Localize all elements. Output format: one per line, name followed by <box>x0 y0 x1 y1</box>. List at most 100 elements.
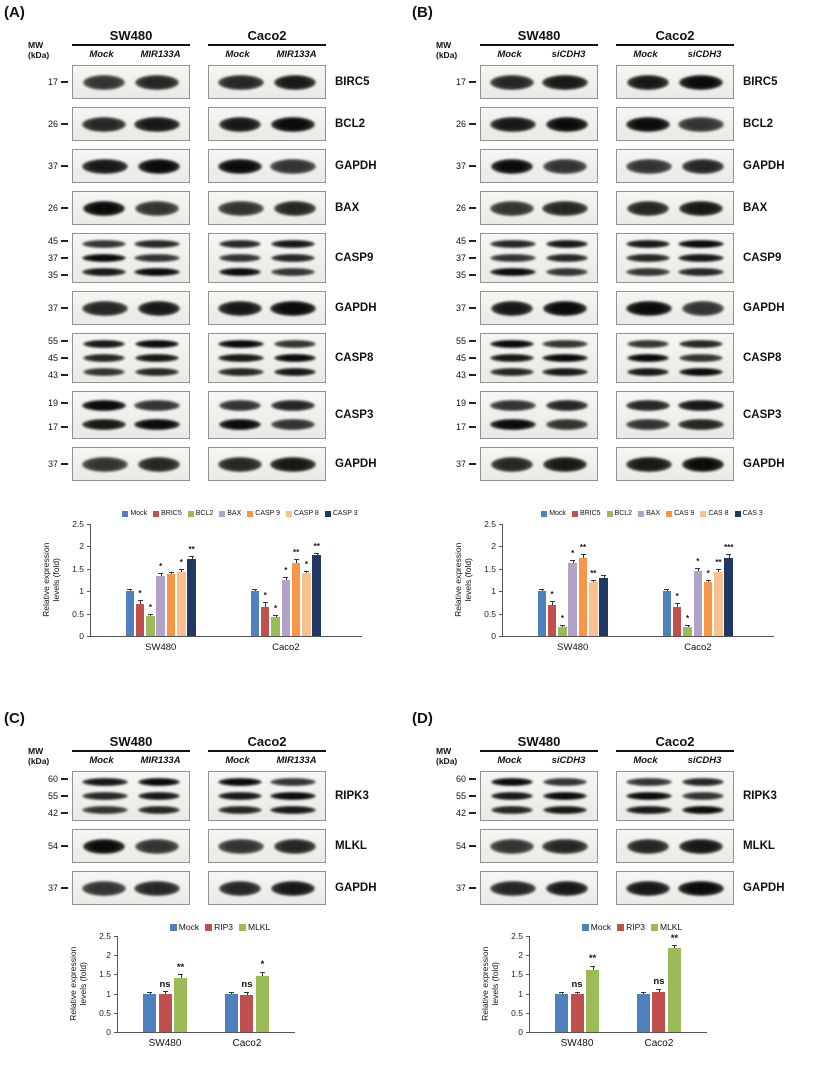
protein-band <box>543 456 587 472</box>
protein-band <box>271 240 315 248</box>
cell-line-column: Caco2 Mock MIR133A <box>208 734 326 766</box>
protein-band <box>678 240 725 248</box>
y-axis <box>117 936 118 1032</box>
blot-row: 26 BAX <box>14 191 377 225</box>
error-bar-cap <box>570 559 576 561</box>
legend-label: MLKL <box>660 922 683 932</box>
bar-bcl2-caco2 <box>683 627 692 636</box>
protein-band <box>679 200 723 216</box>
bar-casp8-sw480 <box>177 571 186 636</box>
mw-value: 45 <box>47 352 58 363</box>
group-label: SW480 <box>557 642 589 653</box>
column-gap <box>598 291 616 325</box>
legend-label: CASP 3 <box>332 510 358 517</box>
blot-row: 37 GAPDH <box>14 871 377 905</box>
bar-mlkl-sw480 <box>174 978 188 1032</box>
legend-swatch <box>571 510 578 517</box>
cell-line-header: SW480 <box>72 734 190 752</box>
protein-band <box>219 419 261 430</box>
y-tick-label: 2 <box>106 950 111 961</box>
condition-row: Mock siCDH3 <box>480 755 598 766</box>
mw-value: 37 <box>47 883 58 893</box>
protein-band <box>543 300 587 316</box>
protein-band <box>545 240 588 248</box>
error-bar <box>285 577 287 580</box>
protein-band <box>542 368 589 376</box>
legend-label: Mock <box>590 922 612 932</box>
mw-value: 19 <box>47 398 58 408</box>
legend-item: CASP 3 <box>324 510 358 517</box>
protein-band <box>218 340 265 348</box>
y-axis-title: Relative expression levels (fold) <box>41 542 61 617</box>
y-tick-label: 2 <box>79 541 84 552</box>
target-label: BAX <box>335 202 360 214</box>
band-row <box>481 116 597 132</box>
protein-band <box>489 354 534 362</box>
error-bar <box>697 568 699 572</box>
target-label: CASP8 <box>335 352 374 364</box>
y-tick <box>87 636 90 637</box>
legend-item: Mock <box>122 510 147 517</box>
mw-value: 55 <box>47 336 58 347</box>
cell-line-column: SW480 Mock siCDH3 <box>480 734 598 766</box>
condition-label: Mock <box>225 49 250 60</box>
mw-tick <box>61 373 68 376</box>
mw-label: 45 <box>48 353 68 363</box>
target-label: GAPDH <box>335 882 377 894</box>
chart-legend: Mock RIP3 MLKL <box>109 922 331 932</box>
blot-box-casp8-sw480 <box>72 333 190 383</box>
band-row <box>481 300 597 316</box>
error-bar <box>687 624 689 628</box>
mw-value: 17 <box>455 422 466 432</box>
error-bar-cap <box>137 600 143 602</box>
band-row <box>73 240 189 248</box>
protein-band <box>491 300 533 316</box>
protein-band <box>273 838 316 854</box>
y-axis-title: Relative expression levels (fold) <box>480 946 500 1021</box>
band-row <box>209 268 325 276</box>
band-row <box>73 368 189 376</box>
significance-marker: * <box>696 557 700 567</box>
error-bar <box>708 579 710 583</box>
band-row <box>481 254 597 262</box>
panel-B: (B) MW (kDa) SW480 Mock siCDH3 Caco2 Mock siCD… <box>412 4 812 706</box>
significance-marker: * <box>263 591 267 601</box>
y-tick <box>499 568 502 570</box>
mw-tick <box>61 845 68 847</box>
protein-band <box>83 74 125 90</box>
legend-item: RIP3 <box>617 922 645 932</box>
band-row <box>617 158 733 174</box>
protein-band <box>489 74 534 90</box>
mw-value: 60 <box>455 774 466 785</box>
y-tick-label: 0 <box>106 1027 111 1037</box>
y-tick <box>526 993 529 995</box>
protein-band <box>270 792 317 800</box>
group-label: SW480 <box>145 642 177 653</box>
legend-swatch <box>187 510 194 517</box>
condition-label: Mock <box>225 755 250 766</box>
y-tick <box>499 524 502 525</box>
protein-band <box>134 268 181 276</box>
mw-label: 55 <box>456 336 476 346</box>
bar-mock-sw480 <box>125 591 135 636</box>
mw-label: 17 <box>456 422 476 432</box>
column-gap <box>190 191 208 225</box>
y-axis <box>90 524 91 636</box>
error-bar-cap <box>705 579 711 581</box>
error-bar <box>296 559 298 563</box>
blot-header-row: MW (kDa) SW480 Mock MIR133A Caco2 Mock MIR133A <box>14 28 377 60</box>
error-bar-cap <box>656 988 662 990</box>
mw-tick <box>61 887 68 889</box>
protein-band <box>219 268 261 276</box>
blot-row: 19 17 CASP3 <box>422 391 785 439</box>
column-gap <box>598 871 616 905</box>
panel-label-C: (C) <box>4 710 25 727</box>
expression-chart-B: Mock BRIC5 BCL2 BAX CAS 9 CAS 8 CAS 3 0 0.5 1 1.5 2… <box>450 510 802 682</box>
mw-unit-label: MW (kDa) <box>436 745 458 766</box>
target-label: MLKL <box>335 840 367 852</box>
protein-band <box>82 778 129 786</box>
blot-box-ripk3-sw480 <box>72 771 190 821</box>
y-tick-label: 1 <box>518 988 523 999</box>
protein-band <box>81 400 126 411</box>
protein-band <box>217 456 262 472</box>
